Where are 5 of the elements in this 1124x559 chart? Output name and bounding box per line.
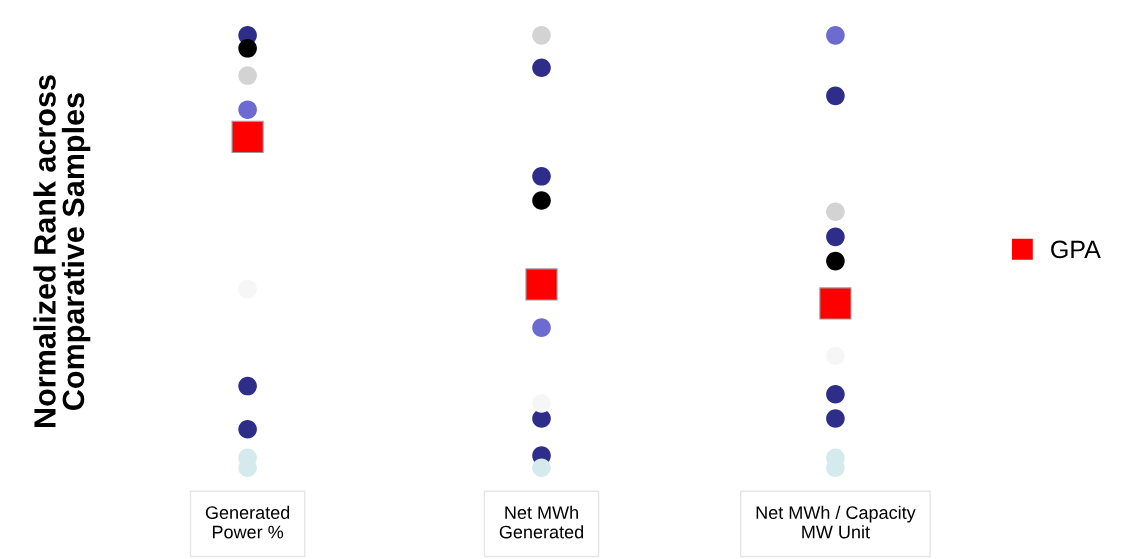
legend-label: GPA [1051, 240, 1101, 259]
x-tick-label: Generated Power % [205, 505, 290, 539]
x-tick-label: Net MWh / Capacity MW Unit [756, 505, 916, 539]
x-tick-label: Net MWh Generated [499, 505, 584, 539]
y-axis-title: Normalized Rank across Comparative Samples [33, 75, 91, 427]
